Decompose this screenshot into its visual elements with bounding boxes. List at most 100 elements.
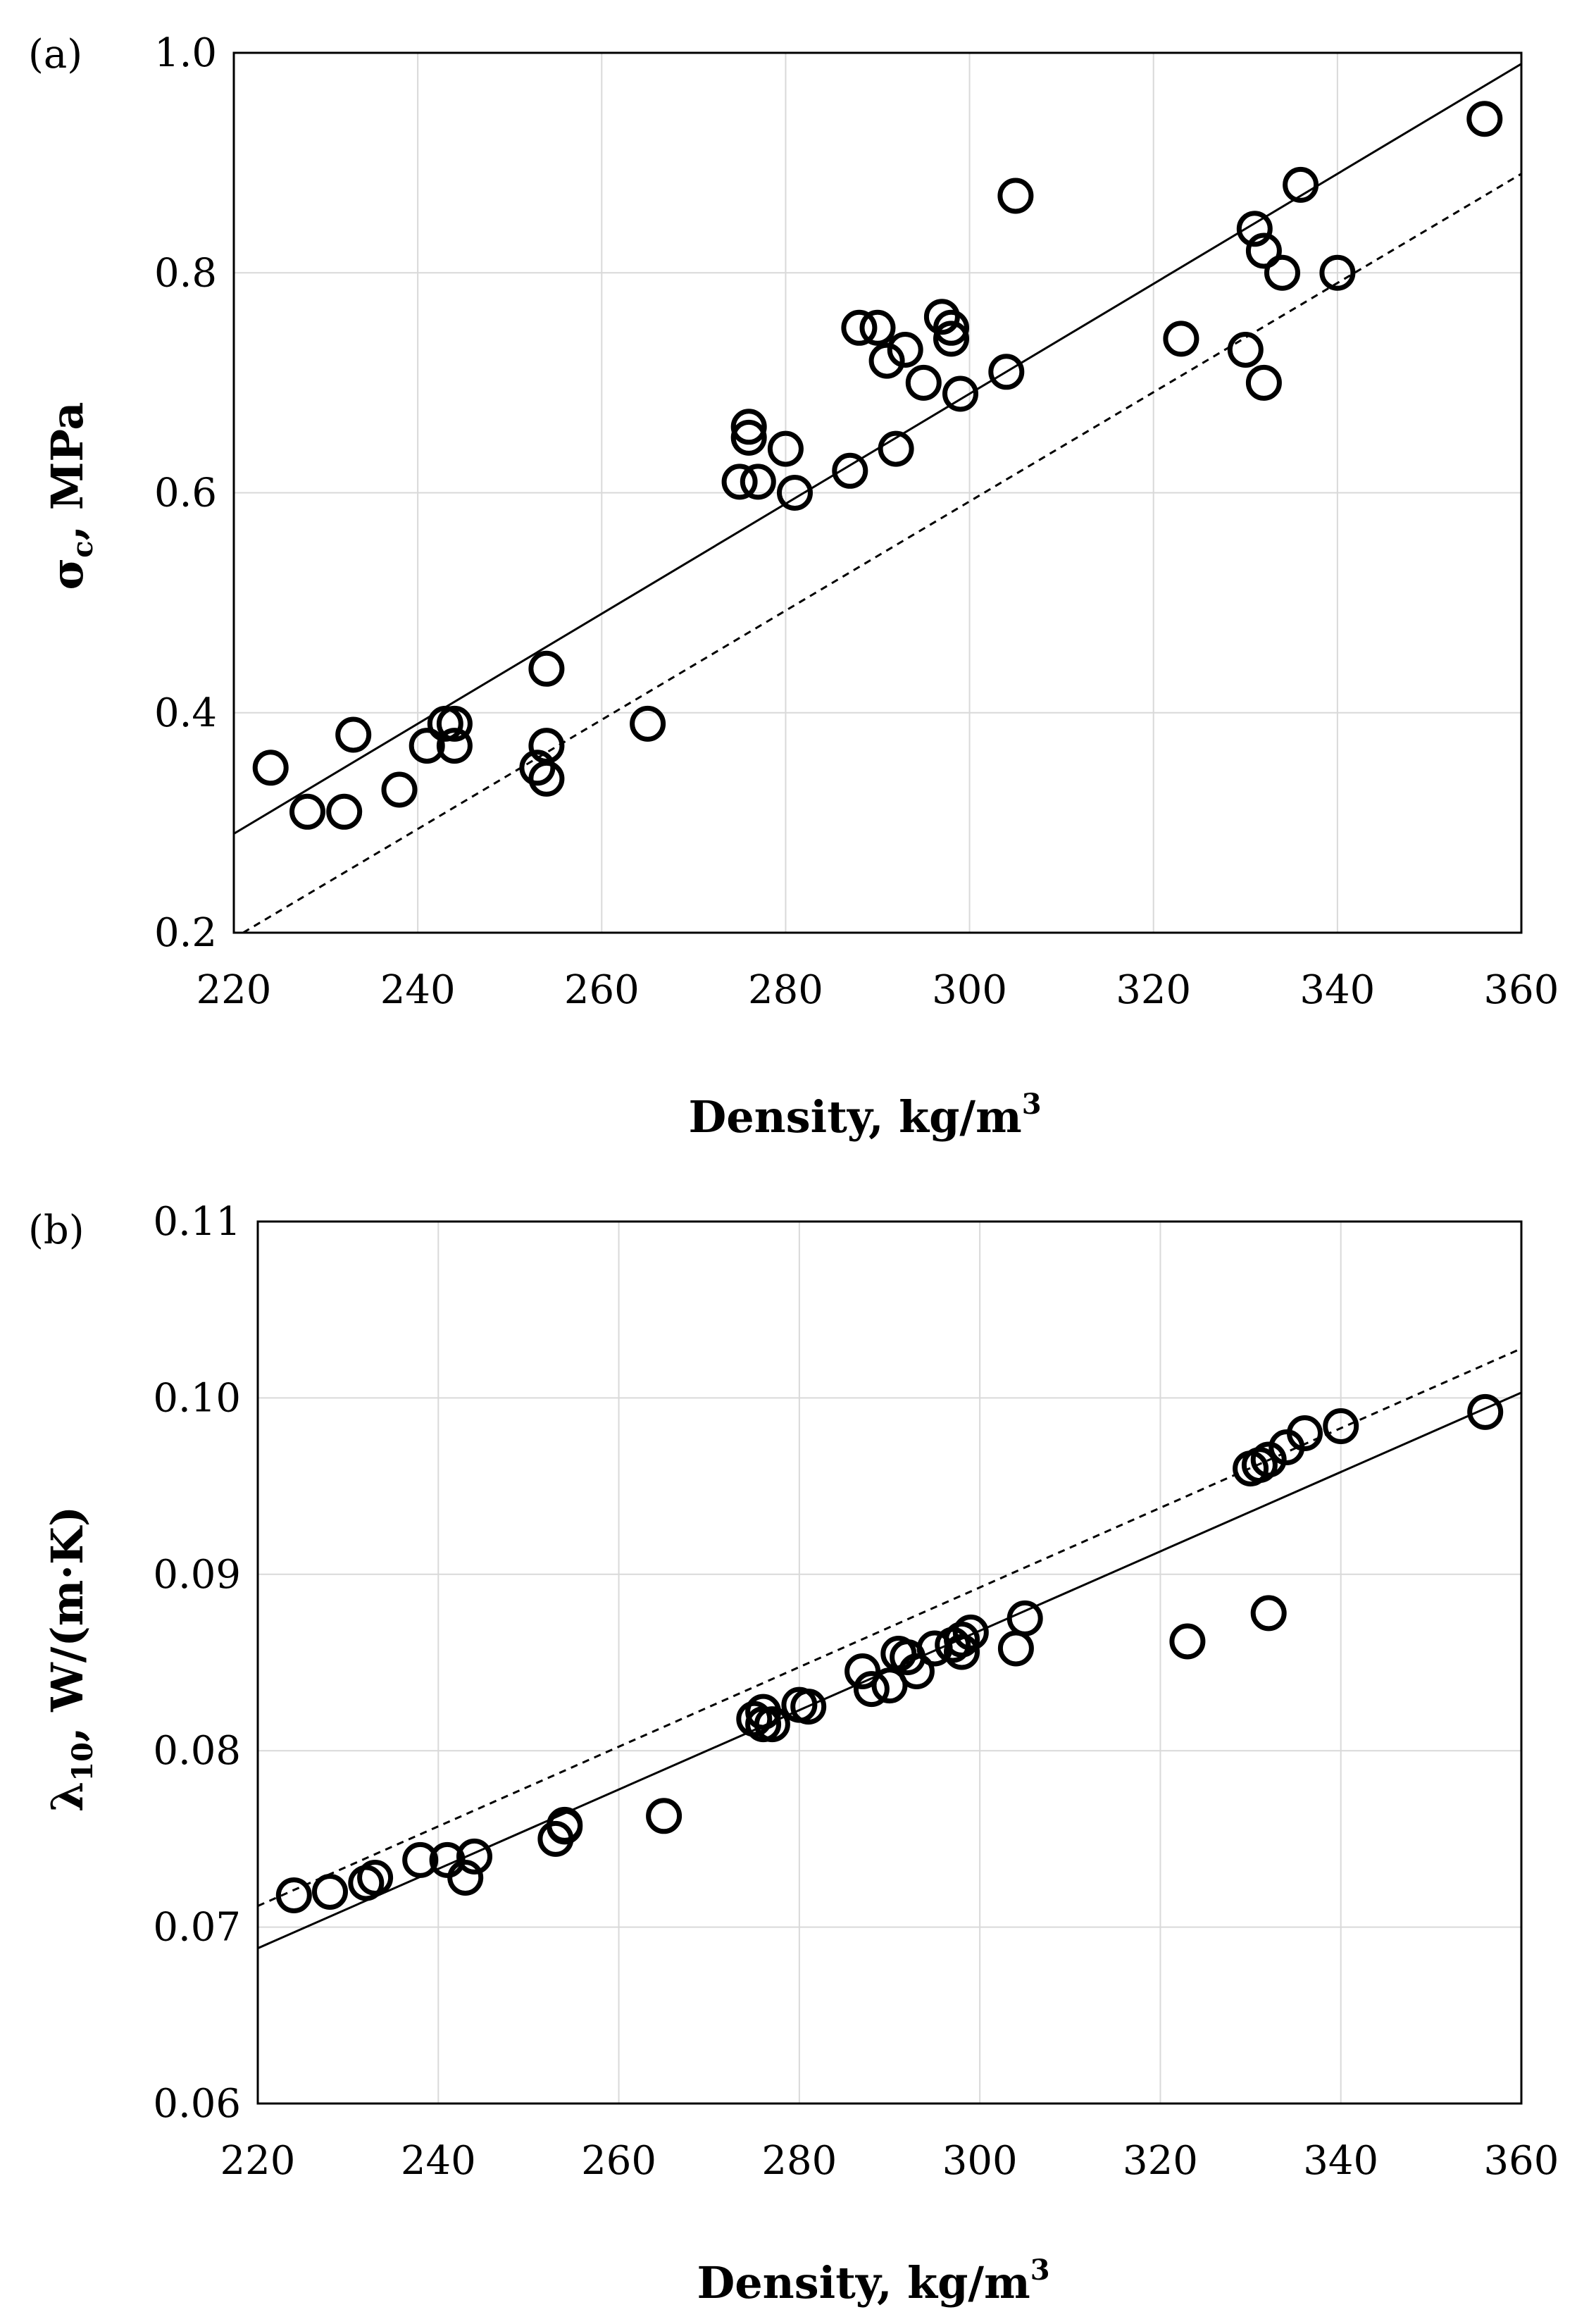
panel-a-data-point xyxy=(832,452,868,489)
panel-a-data-point xyxy=(859,309,896,346)
panel-a-data-point xyxy=(767,430,804,467)
panel-a-data-point xyxy=(868,342,905,379)
panel-a-data-point xyxy=(289,793,325,830)
panel-b-data-point xyxy=(944,1621,980,1658)
panel-b-data-point xyxy=(1006,1600,1043,1636)
panel-a-data-point xyxy=(427,705,463,742)
panel-a-data-point xyxy=(630,705,666,742)
panel-b-chart: (b) 220 240 260 280 300 320 340 360 0.06 0.07 0.08… xyxy=(28,1199,1559,2309)
panel-b-y-tick-label: 0.09 xyxy=(153,1552,241,1598)
panel-a-y-axis-title: σc, MPa xyxy=(42,402,99,590)
panel-b-data-point xyxy=(402,1841,439,1878)
panel-a-data-point xyxy=(740,464,776,500)
panel-b-data-point xyxy=(447,1860,484,1896)
panel-a-data-point xyxy=(933,309,969,346)
panel-a-data-point xyxy=(1245,232,1282,269)
panel-a-x-tick-label: 260 xyxy=(564,967,640,1013)
panel-b-x-tick-label: 260 xyxy=(581,2138,656,2184)
panel-a-data-point xyxy=(436,728,473,764)
panel-b-data-point xyxy=(456,1838,492,1875)
panel-b-data-point xyxy=(944,1634,980,1670)
panel-b-data-point xyxy=(312,1874,348,1910)
panel-a-x-tick-label: 240 xyxy=(380,967,456,1013)
panel-b-data-point xyxy=(1169,1623,1206,1660)
panel-b-data-point xyxy=(871,1667,908,1704)
panel-a-y-tick-label: 0.8 xyxy=(154,250,217,296)
panel-b-y-tick-label: 0.07 xyxy=(153,1905,241,1951)
panel-b-x-tick-label: 240 xyxy=(401,2138,476,2184)
panel-a-data-point xyxy=(905,364,942,401)
panel-b-data-point xyxy=(844,1653,881,1689)
panel-a-data-point xyxy=(252,750,289,786)
panel-b-data-point xyxy=(754,1706,790,1743)
panel-a-data-point xyxy=(528,650,565,687)
panel-a-x-axis-title: Density, kg/m3 xyxy=(688,1088,1041,1143)
panel-a-data-point xyxy=(528,760,565,797)
panel-b-x-axis-title: Density, kg/m3 xyxy=(697,2254,1049,2309)
panel-a-data-point xyxy=(721,464,758,500)
panel-a-data-point xyxy=(519,750,556,786)
panel-a-data-point xyxy=(933,321,969,357)
panel-a-data-point xyxy=(1163,321,1199,357)
panel-b-y-axis-title: λ10, W/(m·K) xyxy=(42,1506,99,1812)
panel-a-data-point xyxy=(436,705,473,742)
panel-a-plot-frame xyxy=(232,51,1523,934)
panel-a-data-point xyxy=(1466,101,1503,137)
panel-b-data-point xyxy=(997,1630,1034,1667)
panel-a-data-point xyxy=(1236,211,1273,247)
panel-b-data-point xyxy=(646,1798,682,1834)
panel-b-data-point xyxy=(1323,1408,1359,1444)
panel-b-data-point xyxy=(952,1614,989,1651)
panel-a-data-point xyxy=(997,178,1034,214)
panel-b-data-point xyxy=(1287,1415,1323,1451)
panel-a-data-point xyxy=(878,430,914,467)
panel-b-x-tick-label: 280 xyxy=(761,2138,837,2184)
panel-a-data-point xyxy=(923,299,960,335)
panel-a-chart: (a) 220 240 260 280 300 320 340 360 0.2 0.4 0.6 0.8… xyxy=(28,30,1559,1143)
panel-a-dashed-fit-line xyxy=(242,173,1522,934)
panel-b-data-point xyxy=(790,1689,827,1725)
panel-a-solid-fit-line xyxy=(233,63,1522,835)
panel-a-data-point xyxy=(988,354,1025,390)
panel-a-data-point xyxy=(777,475,813,511)
panel-b-x-tick-label: 360 xyxy=(1484,2138,1559,2184)
panel-a-data-point xyxy=(1283,166,1319,203)
panel-a-data-point xyxy=(335,716,372,753)
panel-a-data-point xyxy=(381,771,418,808)
panel-b-x-tick-label: 220 xyxy=(220,2138,296,2184)
panel-a-data-point xyxy=(1319,254,1356,291)
panel-a-data-point xyxy=(1245,364,1282,401)
panel-b-x-tick-label: 300 xyxy=(942,2138,1018,2184)
panel-a-y-tick-label: 0.6 xyxy=(154,471,217,516)
panel-b-y-tick-label: 0.11 xyxy=(153,1199,241,1245)
panel-b-data-point xyxy=(275,1877,312,1913)
panel-a-x-tick-label: 300 xyxy=(932,967,1007,1013)
panel-b-data-point xyxy=(357,1860,394,1896)
panel-a-label: (a) xyxy=(28,32,82,77)
panel-a-y-tick-label: 0.2 xyxy=(154,910,217,956)
panel-a-data-point xyxy=(326,793,363,830)
panel-a-data-point xyxy=(1227,332,1264,368)
panel-a-data-point xyxy=(887,332,923,368)
panel-b-data-point xyxy=(1250,1441,1287,1478)
panel-b-y-tick-label: 0.08 xyxy=(153,1728,241,1774)
panel-b-label: (b) xyxy=(28,1207,85,1253)
panel-a-y-tick-label: 0.4 xyxy=(154,690,217,736)
panel-a-data-point xyxy=(841,309,878,346)
panel-b-data-point xyxy=(1250,1595,1287,1632)
panel-a-x-tick-label: 320 xyxy=(1116,967,1191,1013)
panel-a-x-tick-label: 360 xyxy=(1484,967,1559,1013)
panel-b-plot-frame xyxy=(256,1220,1523,2105)
panel-a-y-tick-label: 1.0 xyxy=(154,30,217,76)
panel-b-x-tick-label: 320 xyxy=(1123,2138,1198,2184)
panel-a-data-point xyxy=(730,409,767,445)
panel-a-data-point xyxy=(409,728,445,764)
panel-a-x-tick-label: 220 xyxy=(197,967,272,1013)
panel-a-data-point xyxy=(942,375,978,412)
panel-a-x-tick-label: 280 xyxy=(748,967,823,1013)
panel-b-y-tick-label: 0.10 xyxy=(153,1375,241,1421)
panel-b-data-point xyxy=(547,1806,583,1843)
panel-a-data-point xyxy=(1264,254,1300,291)
panel-b-data-point xyxy=(898,1653,935,1689)
